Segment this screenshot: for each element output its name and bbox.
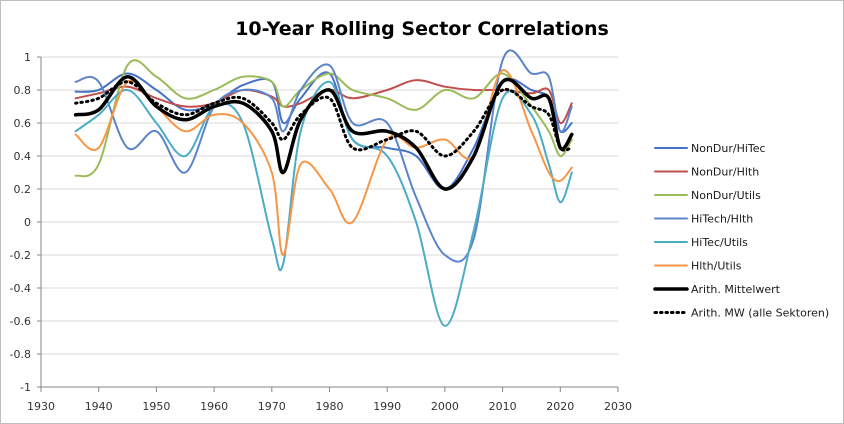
series-line-nondur-utils [74,59,573,178]
y-tick-label: -0.8 [10,348,31,361]
x-tick-label: 1950 [142,400,170,413]
y-tick-label: -0.4 [10,282,31,295]
legend-label-arith-mw-alle-sektoren: Arith. MW (alle Sektoren) [691,307,829,320]
axes: -1 -0.8 -0.6 -0.4 -0.2 0 0.2 0.4 0.6 0.8 1 1930 1940… [10,51,632,413]
x-tick-label: 1970 [258,400,286,413]
legend-label-nondur-hlth: NonDur/Hlth [691,166,759,179]
legend-label-hitec-utils: HiTec/Utils [691,236,748,249]
x-tick-label: 2010 [489,400,517,413]
chart-title: 10-Year Rolling Sector Correlations [235,18,609,40]
x-tick-label: 1990 [373,400,401,413]
x-tick-label: 1930 [27,400,55,413]
x-tick-label: 1960 [200,400,228,413]
x-tick-label: 2020 [546,400,574,413]
legend-label-hlth-utils: Hlth/Utils [691,260,742,273]
y-tick-label: 0.4 [14,150,32,163]
legend-label-nondur-utils: NonDur/Utils [691,189,761,202]
y-tick-label: 0 [24,216,31,229]
y-tick-label: 0.6 [14,117,32,130]
legend-label-arith-mittelwert: Arith. Mittelwert [691,283,781,296]
y-tick-label: -1 [20,381,31,394]
y-tick-label: -0.2 [10,249,31,262]
y-tick-label: -0.6 [10,315,31,328]
legend-label-nondur-hitec: NonDur/HiTec [691,142,766,155]
y-tick-label: 0.2 [14,183,32,196]
legend: NonDur/HiTec NonDur/Hlth NonDur/Utils HiTec… [653,142,829,320]
series-line-hitech-hlth [74,49,573,263]
x-tick-label: 2030 [604,400,632,413]
series-line-arith-mittelwert [73,75,574,191]
y-tick-label: 0.8 [14,84,32,97]
x-tick-label: 1980 [316,400,344,413]
x-tick-label: 1940 [85,400,113,413]
series-layer [73,49,574,327]
series-line-arith-mw-alle-sektoren [74,80,574,158]
series-line-hitec-utils [74,80,573,327]
x-tick-label: 2000 [431,400,459,413]
y-tick-label: 1 [24,51,31,64]
legend-label-hitech-hlth: HiTech/Hlth [691,213,753,226]
